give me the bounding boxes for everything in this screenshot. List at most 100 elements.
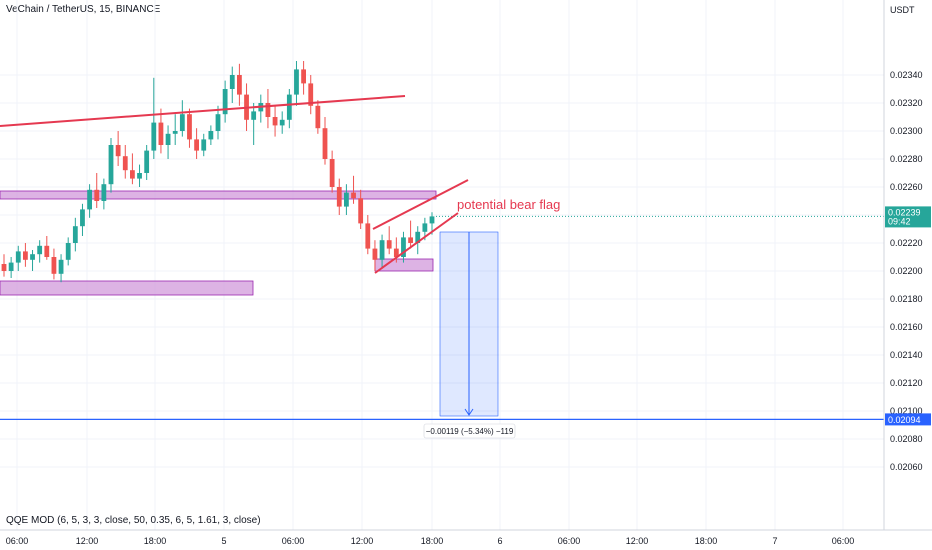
candle-body (194, 139, 199, 151)
price-tick: 0.02340 (890, 70, 923, 80)
time-tick: 12:00 (626, 536, 649, 546)
current-price-tag (885, 206, 931, 228)
candle-body (37, 245, 43, 255)
candle-body (386, 240, 392, 249)
time-tick: 06:00 (832, 536, 855, 546)
price-axis-bg (884, 0, 932, 550)
price-tick: 0.02160 (890, 322, 923, 332)
target-price-tag (885, 413, 931, 426)
measure-label-bg (423, 423, 516, 439)
time-tick: 18:00 (421, 536, 444, 546)
measure-arrowhead (464, 408, 474, 416)
flag-lower-line (374, 212, 459, 274)
candle-body (365, 223, 371, 249)
price-tick: 0.02060 (890, 462, 923, 472)
candle-body (130, 170, 135, 179)
trendlines: potential bear flag (0, 95, 884, 420)
candle-body (187, 114, 192, 140)
price-tick: 0.02180 (890, 294, 923, 304)
time-tick: 7 (772, 536, 777, 546)
candlestick-series (1, 61, 435, 283)
time-tick: 18:00 (144, 536, 167, 546)
candle-body (23, 251, 28, 260)
candle-body (51, 257, 57, 274)
annotation-text: potential bear flag (457, 197, 560, 212)
time-tick: 18:00 (695, 536, 718, 546)
candle-body (30, 254, 35, 260)
candle-body (415, 231, 421, 243)
candle-body (336, 187, 342, 207)
candle-body (122, 156, 128, 171)
price-axis: USDT 0.02340 0.02320 0.02300 0.02280 0.02260 0… (883, 0, 932, 550)
price-tick: 0.02200 (890, 266, 923, 276)
candle-body (408, 237, 413, 243)
candle-body (322, 128, 328, 159)
candle-body (279, 119, 285, 126)
resistance-trendline (0, 95, 406, 127)
candle-body (172, 131, 178, 134)
candle-body (422, 223, 428, 232)
current-price-value: 0.02239 (888, 207, 921, 217)
candle-body (1, 264, 7, 271)
candle-body (358, 198, 364, 224)
candle-body (215, 114, 221, 131)
candle-body (379, 240, 385, 260)
support-resistance-zones (0, 190, 437, 296)
candle-body (429, 216, 435, 224)
resistance-zone (0, 190, 437, 200)
candle-body (308, 83, 314, 106)
price-tick: 0.02300 (890, 126, 923, 136)
candle-body (101, 184, 107, 201)
price-tick: 0.02140 (890, 350, 923, 360)
candle-body (80, 209, 85, 227)
candle-body (15, 251, 21, 263)
measure-label: −0.00119 (−5.34%) −119 (426, 427, 514, 436)
candle-body (65, 243, 71, 260)
candle-body (58, 259, 64, 274)
candle-body (87, 189, 92, 210)
indicator-label: QQE MOD (6, 5, 3, 3, close, 50, 0.35, 6,… (6, 515, 261, 526)
time-tick: 12:00 (351, 536, 374, 546)
candle-body (272, 117, 278, 126)
time-tick: 06:00 (558, 536, 581, 546)
price-tick: 0.02100 (890, 406, 923, 416)
candle-body (294, 69, 299, 95)
price-tick: 0.02120 (890, 378, 923, 388)
candle-body (301, 69, 306, 84)
candle-body (144, 150, 150, 173)
currency-label: USDT (890, 5, 915, 15)
candle-body (72, 226, 78, 243)
candle-body (179, 114, 185, 131)
candle-body (251, 111, 257, 120)
candle-body (351, 192, 356, 199)
price-tick: 0.02220 (890, 238, 923, 248)
time-tick: 12:00 (76, 536, 99, 546)
time-tick: 5 (221, 536, 226, 546)
time-tick: 6 (497, 536, 502, 546)
flag-upper-line (372, 179, 469, 230)
candle-body (393, 248, 399, 257)
candle-body (315, 105, 321, 129)
support-zone-left (0, 280, 254, 296)
candle-body (329, 159, 335, 187)
candle-body (108, 145, 114, 185)
time-axis: 06:00 12:00 18:00 5 06:00 12:00 18:00 6 06:00 12:… (0, 529, 932, 546)
candle-body (265, 103, 271, 117)
price-tick: 0.02080 (890, 434, 923, 444)
candle-body (137, 173, 142, 179)
price-tick: 0.02280 (890, 154, 923, 164)
candle-body (201, 139, 207, 151)
grid (0, 0, 884, 530)
chart-title: VeChain / TetherUS, 15, BINANCE (6, 4, 161, 15)
candle-body (344, 192, 349, 207)
candle-body (401, 237, 406, 257)
candle-body (165, 133, 171, 145)
candle-body (151, 122, 157, 151)
candle-body (229, 75, 235, 89)
support-zone-flag (374, 258, 434, 272)
candle-body (115, 145, 121, 157)
countdown-value: 09:42 (888, 216, 911, 226)
time-tick: 06:00 (282, 536, 305, 546)
candle-body (44, 245, 50, 257)
